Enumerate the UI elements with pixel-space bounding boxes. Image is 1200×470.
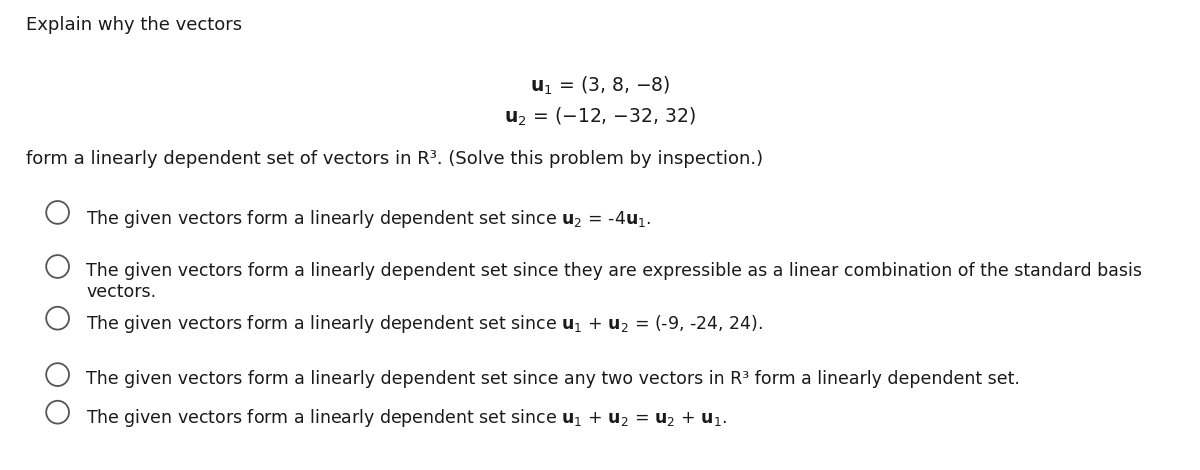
Text: $\mathbf{u}_1$ = (3, 8, −8): $\mathbf{u}_1$ = (3, 8, −8) <box>530 75 670 97</box>
Text: The given vectors form a linearly dependent set since $\mathbf{u}_1$ + $\mathbf{: The given vectors form a linearly depend… <box>86 407 727 430</box>
Text: The given vectors form a linearly dependent set since any two vectors in R³ form: The given vectors form a linearly depend… <box>86 370 1020 388</box>
Text: The given vectors form a linearly dependent set since $\mathbf{u}_1$ + $\mathbf{: The given vectors form a linearly depend… <box>86 313 763 336</box>
Text: Explain why the vectors: Explain why the vectors <box>26 16 242 34</box>
Text: form a linearly dependent set of vectors in R³. (Solve this problem by inspectio: form a linearly dependent set of vectors… <box>26 150 763 168</box>
Text: The given vectors form a linearly dependent set since $\mathbf{u}_2$ = -4$\mathb: The given vectors form a linearly depend… <box>86 208 652 230</box>
Text: The given vectors form a linearly dependent set since they are expressible as a : The given vectors form a linearly depend… <box>86 262 1142 301</box>
Text: $\mathbf{u}_2$ = (−12, −32, 32): $\mathbf{u}_2$ = (−12, −32, 32) <box>504 106 696 128</box>
